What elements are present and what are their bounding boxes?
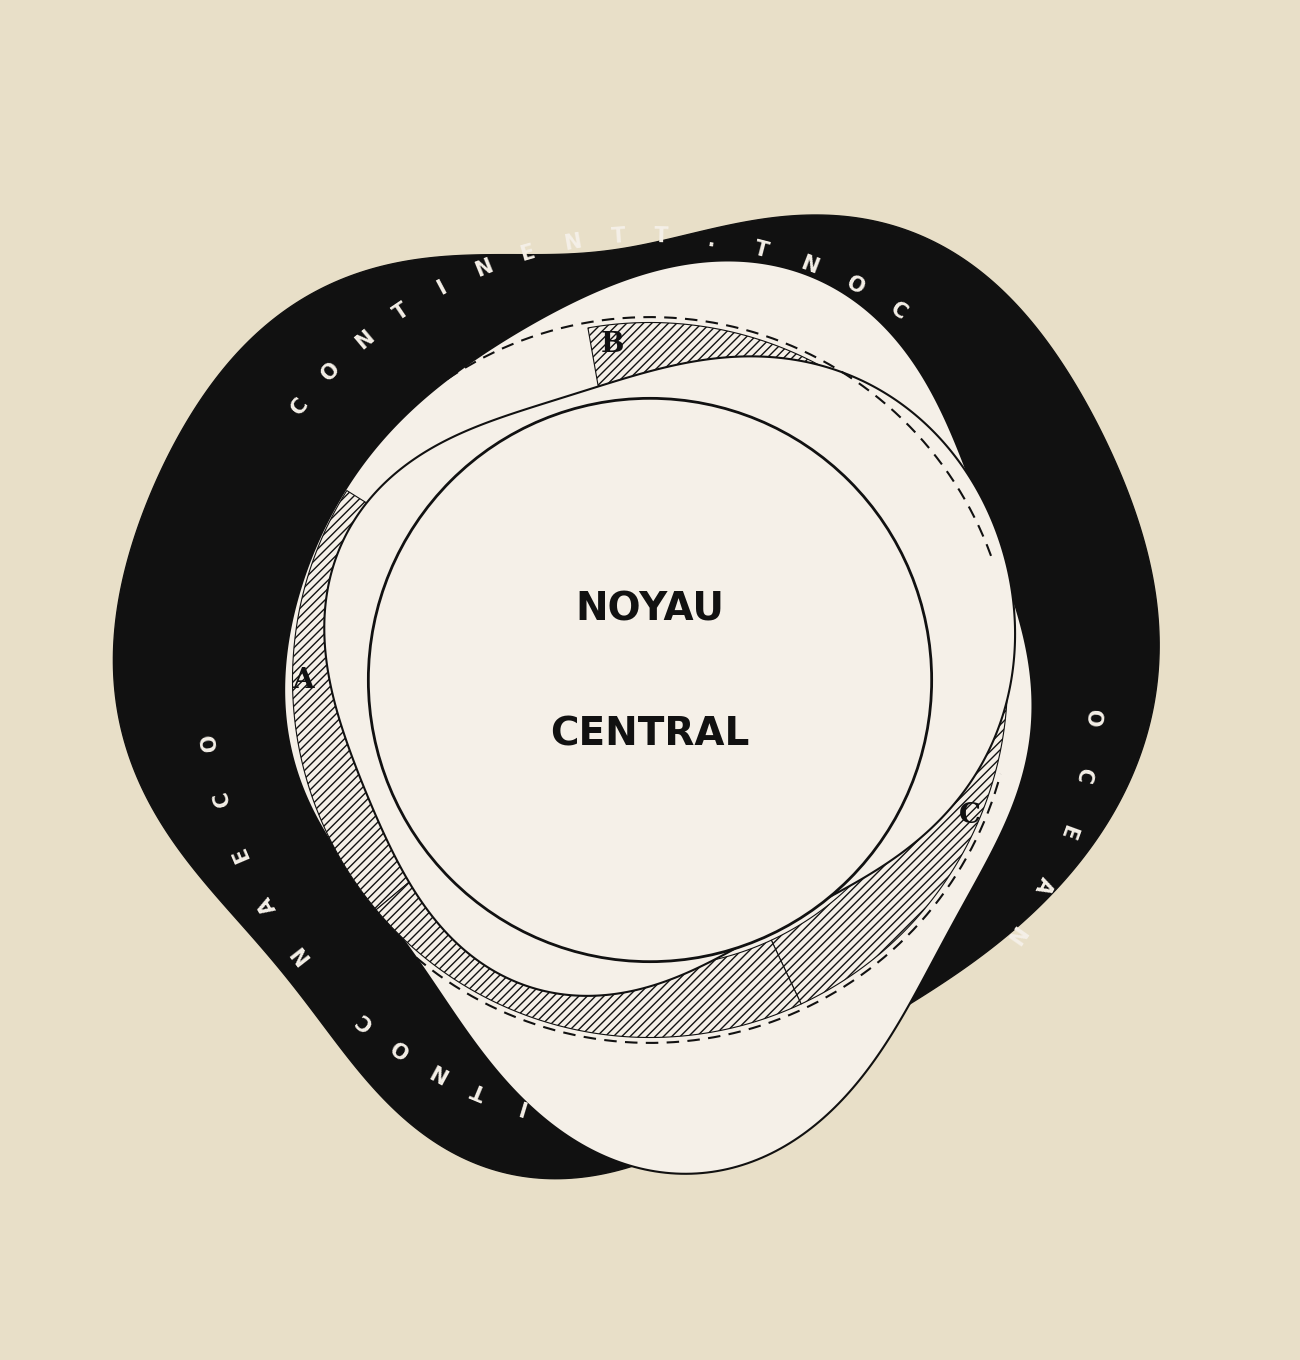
Text: N: N [646, 1114, 663, 1134]
Text: C: C [287, 394, 312, 419]
Text: T: T [390, 299, 413, 324]
Text: C: C [1072, 767, 1095, 786]
Polygon shape [324, 356, 1015, 996]
Text: T: T [751, 238, 771, 261]
Text: NOYAU: NOYAU [576, 590, 724, 628]
Polygon shape [588, 322, 966, 545]
Text: O: O [199, 732, 221, 752]
Text: N: N [351, 326, 377, 354]
Text: N: N [426, 1058, 451, 1084]
Polygon shape [113, 215, 1160, 1179]
Text: A: A [1031, 873, 1057, 896]
Text: O: O [387, 1034, 413, 1061]
Circle shape [368, 398, 932, 962]
Text: A: A [292, 666, 315, 694]
Text: E: E [1056, 821, 1079, 842]
Text: N: N [472, 256, 495, 280]
Text: E: E [517, 242, 537, 265]
Text: N: N [797, 253, 820, 277]
Text: O: O [842, 273, 867, 299]
Text: E: E [229, 843, 254, 864]
Text: T: T [469, 1078, 490, 1102]
Text: .: . [706, 230, 718, 250]
Text: I: I [515, 1095, 528, 1117]
Text: T: T [654, 226, 670, 246]
Text: C: C [887, 299, 910, 324]
Text: N: N [287, 941, 313, 967]
Text: I: I [433, 277, 450, 298]
Text: B: B [601, 330, 624, 358]
Polygon shape [376, 865, 801, 1038]
Text: E: E [602, 1111, 617, 1133]
Text: C: C [211, 789, 234, 809]
Text: O: O [317, 358, 343, 385]
Text: O: O [1082, 709, 1104, 729]
Text: CENTRAL: CENTRAL [550, 715, 750, 753]
Text: N: N [563, 231, 584, 254]
Polygon shape [771, 680, 1008, 1004]
Text: C: C [352, 1008, 377, 1032]
Text: A: A [255, 894, 280, 918]
Polygon shape [292, 491, 430, 910]
Text: C: C [958, 802, 980, 828]
Text: T: T [692, 1111, 707, 1132]
Text: T: T [611, 227, 627, 248]
Text: N: N [555, 1104, 576, 1127]
Text: N: N [1001, 922, 1027, 948]
Polygon shape [285, 261, 1032, 1174]
